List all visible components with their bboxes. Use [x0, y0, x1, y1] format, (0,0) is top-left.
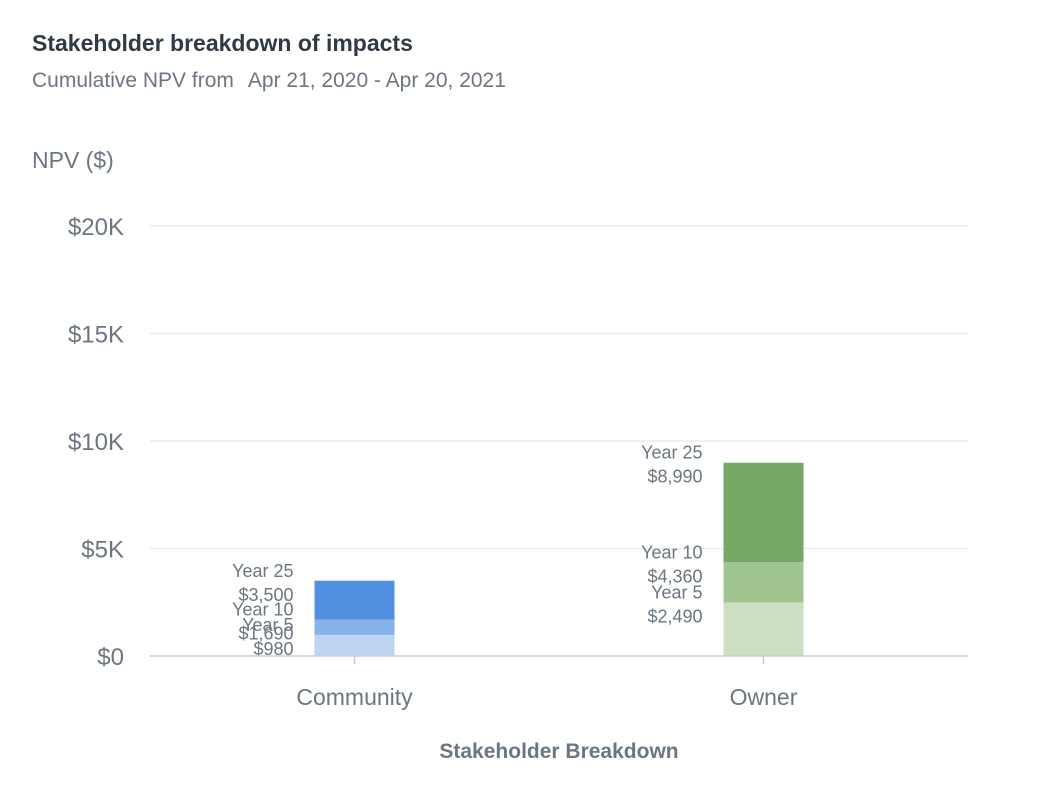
segment-label: Year 5: [651, 582, 702, 602]
y-tick-label: $20K: [68, 214, 124, 241]
chart-subtitle: Cumulative NPV from Apr 21, 2020 - Apr 20…: [32, 69, 506, 93]
y-tick-label: $15K: [68, 322, 124, 349]
segment-label: Year 10: [232, 600, 293, 620]
x-axis-label: Stakeholder Breakdown: [439, 740, 678, 763]
chart-title: Stakeholder breakdown of impacts: [32, 30, 413, 56]
bar-segment: [723, 602, 804, 656]
subtitle-date-range: Apr 21, 2020 - Apr 20, 2021: [247, 69, 506, 92]
y-tick-label: $0: [97, 644, 124, 671]
y-tick-label: $5K: [81, 537, 124, 564]
subtitle-prefix: Cumulative NPV from: [32, 69, 234, 92]
bar-segment: [723, 562, 804, 603]
bar-segment: [314, 619, 395, 635]
bar-segment: [314, 580, 395, 620]
segment-value-label: $3,500: [238, 585, 293, 605]
gridlines: $0 $5K $10K $15K $20K: [68, 214, 968, 671]
segment-value-label: $1,690: [238, 624, 293, 644]
y-tick-label: $10K: [68, 429, 124, 456]
x-tick-label: Owner: [730, 684, 798, 710]
segment-label: Year 10: [641, 542, 702, 562]
x-axis-ticks: Community Owner: [296, 656, 798, 710]
y-axis-label: NPV ($): [32, 147, 114, 173]
bar-segment: [723, 462, 804, 563]
segment-label: Year 25: [232, 561, 293, 581]
segment-value-label: $8,990: [647, 467, 702, 487]
x-tick-label: Community: [296, 684, 413, 710]
segment-label: Year 5: [242, 615, 293, 635]
bar-segment: [314, 634, 395, 656]
segment-value-label: $4,360: [647, 566, 702, 586]
segment-value-label: $980: [253, 639, 293, 659]
segment-value-label: $2,490: [647, 606, 702, 626]
segment-label: Year 25: [641, 443, 702, 463]
